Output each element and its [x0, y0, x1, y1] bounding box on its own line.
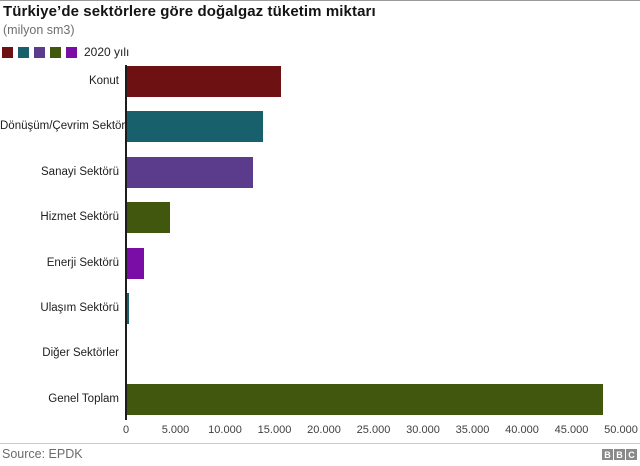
x-tick-label: 45.000: [554, 424, 589, 436]
source-credit: Source: EPDK: [2, 447, 83, 461]
bar-track: [126, 156, 621, 201]
footer-divider: [0, 443, 640, 444]
bar-track: [126, 201, 621, 246]
x-tick-label: 30.000: [406, 424, 440, 436]
bbc-logo-block: B: [614, 449, 625, 460]
bar-track: [126, 247, 621, 292]
x-tick-label: 50.000: [604, 424, 638, 436]
bar-chart: Konut Dönüşüm/Çevrim Sektörü Sanayi Sektör…: [0, 65, 640, 428]
chart-title: Türkiye’de sektörlere göre doğalgaz tüke…: [3, 3, 376, 20]
x-axis: 0 5.000 10.000 15.000 20.000 25.000 30.000 35.0…: [122, 424, 638, 438]
legend: 2020 yılı: [2, 45, 129, 59]
category-label: Sanayi Sektörü: [41, 165, 119, 178]
x-tick-label: 5.000: [161, 424, 190, 436]
category-label: Diğer Sektörler: [42, 347, 119, 360]
bar: [126, 66, 282, 97]
category-label: Enerji Sektörü: [46, 256, 119, 269]
x-tick-label: 10.000: [208, 424, 242, 436]
bar-track: [126, 110, 621, 155]
x-tick-label: 0: [122, 424, 130, 436]
bar: [126, 156, 253, 188]
category-label: Konut: [88, 75, 119, 87]
category-label: Dönüşüm/Çevrim Sektörü: [0, 120, 132, 133]
category-label: Genel Toplam: [48, 392, 119, 405]
chart-row: Ulaşım Sektörü: [0, 292, 640, 337]
chart-subtitle: (milyon sm3): [3, 23, 75, 37]
chart-row: Genel Toplam: [0, 383, 640, 428]
x-tick-label: 20.000: [307, 424, 341, 436]
bar: [126, 292, 129, 324]
category-label: Hizmet Sektörü: [40, 211, 119, 224]
legend-series-label: 2020 yılı: [84, 45, 130, 59]
top-border: [0, 0, 640, 1]
x-tick-label: 35.000: [455, 424, 490, 436]
bar-track: [126, 383, 621, 428]
chart-row: Sanayi Sektörü: [0, 156, 640, 201]
bar: [126, 247, 144, 279]
legend-swatch: [34, 46, 45, 58]
x-tick-label: 15.000: [257, 424, 292, 436]
legend-swatch: [2, 46, 13, 58]
y-axis-line: [125, 65, 127, 420]
x-tick-label: 25.000: [356, 424, 391, 436]
legend-swatch: [66, 46, 77, 58]
legend-swatch: [18, 46, 29, 58]
chart-row: Konut: [0, 65, 640, 110]
bar: [126, 202, 171, 234]
bar-track: [126, 65, 621, 110]
legend-swatch: [50, 46, 61, 58]
bar-track: [126, 292, 621, 337]
chart-row: Diğer Sektörler: [0, 337, 640, 382]
bbc-logo-block: C: [626, 449, 637, 460]
chart-row: Dönüşüm/Çevrim Sektörü: [0, 110, 640, 155]
x-tick-label: 40.000: [505, 424, 539, 436]
legend-swatches: [2, 46, 82, 58]
bbc-logo-block: B: [602, 449, 613, 460]
bar-track: [126, 337, 621, 382]
bar: [126, 111, 263, 143]
category-label: Ulaşım Sektörü: [40, 301, 119, 314]
bar: [126, 383, 604, 415]
chart-row: Hizmet Sektörü: [0, 201, 640, 246]
chart-row: Enerji Sektörü: [0, 247, 640, 292]
